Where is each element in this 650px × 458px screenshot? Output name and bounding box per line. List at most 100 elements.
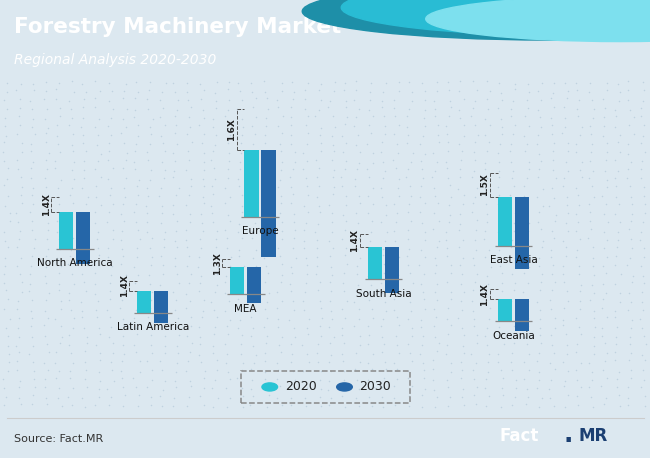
Point — [54, 270, 64, 277]
Point — [211, 105, 221, 112]
Point — [337, 350, 347, 357]
Point — [589, 271, 599, 278]
Point — [623, 383, 633, 390]
Point — [511, 315, 521, 322]
Point — [324, 359, 335, 366]
Point — [362, 141, 372, 148]
Point — [586, 393, 597, 401]
Point — [129, 342, 140, 349]
Point — [185, 210, 196, 218]
Point — [38, 202, 49, 209]
Point — [610, 333, 621, 341]
Point — [446, 360, 456, 367]
Point — [558, 322, 568, 329]
Point — [210, 254, 220, 261]
Point — [26, 174, 36, 182]
Point — [52, 254, 62, 261]
Point — [107, 366, 117, 373]
Point — [272, 323, 283, 331]
Point — [377, 97, 387, 104]
Point — [27, 296, 38, 303]
Point — [196, 219, 207, 227]
Point — [338, 357, 348, 364]
Point — [96, 201, 106, 208]
Point — [363, 359, 374, 366]
Point — [131, 218, 141, 225]
Point — [338, 211, 348, 218]
Point — [430, 313, 441, 321]
Point — [339, 165, 350, 173]
Point — [352, 270, 362, 278]
Point — [339, 80, 350, 87]
Point — [26, 307, 36, 315]
Point — [549, 140, 559, 147]
Point — [11, 87, 21, 94]
Point — [469, 138, 480, 146]
Point — [454, 77, 465, 85]
Point — [638, 366, 649, 374]
Point — [404, 200, 414, 207]
Point — [43, 366, 53, 373]
Point — [534, 165, 544, 173]
Point — [42, 165, 52, 172]
Point — [272, 394, 282, 402]
Point — [638, 307, 648, 314]
Point — [237, 131, 248, 139]
Point — [121, 80, 131, 87]
Point — [330, 78, 340, 86]
Point — [414, 351, 424, 358]
Point — [443, 174, 453, 181]
Point — [558, 237, 568, 245]
Point — [13, 218, 23, 225]
Point — [563, 167, 573, 174]
Point — [27, 252, 38, 259]
Point — [81, 201, 91, 208]
Point — [636, 383, 646, 391]
Point — [326, 315, 337, 322]
Point — [198, 182, 209, 189]
Point — [575, 297, 586, 304]
Point — [276, 158, 287, 165]
Point — [419, 228, 430, 235]
Point — [482, 324, 493, 332]
Point — [563, 297, 573, 305]
Point — [443, 113, 454, 120]
Point — [54, 80, 64, 87]
Point — [640, 393, 650, 400]
Point — [496, 235, 506, 243]
Point — [41, 263, 51, 271]
Point — [117, 227, 127, 234]
Point — [615, 218, 625, 226]
Point — [402, 132, 413, 139]
Point — [469, 376, 479, 383]
Point — [16, 174, 26, 181]
Point — [497, 307, 507, 314]
Point — [420, 200, 430, 207]
Point — [351, 394, 361, 402]
Point — [627, 210, 638, 218]
Point — [246, 314, 256, 321]
Point — [614, 392, 624, 399]
Point — [170, 296, 181, 304]
Point — [52, 217, 62, 224]
Point — [368, 351, 378, 358]
Point — [389, 360, 399, 367]
Point — [53, 280, 64, 287]
Point — [429, 210, 439, 217]
Point — [25, 280, 36, 288]
Point — [535, 287, 545, 294]
Point — [445, 98, 455, 105]
Point — [103, 208, 114, 215]
Point — [224, 211, 234, 218]
Point — [325, 339, 335, 346]
Point — [473, 184, 483, 191]
Point — [0, 182, 9, 189]
Point — [67, 77, 77, 84]
Point — [57, 333, 67, 341]
Point — [482, 368, 493, 375]
Point — [330, 124, 340, 131]
Point — [286, 394, 296, 402]
Point — [135, 392, 145, 399]
Point — [598, 366, 608, 374]
Point — [12, 262, 22, 269]
